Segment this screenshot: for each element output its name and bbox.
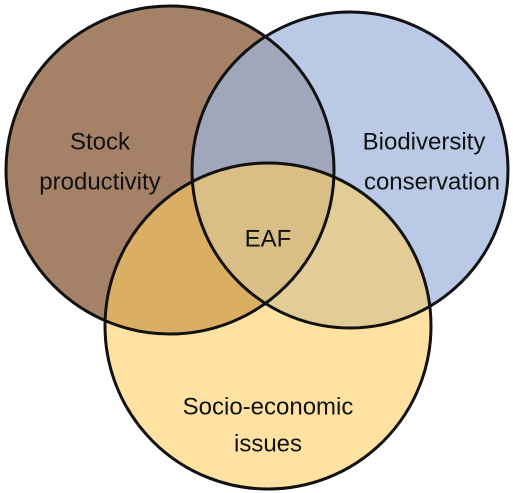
set-label: conservation [364, 168, 500, 195]
set-label: issues [234, 430, 302, 457]
socio-circle [105, 163, 431, 489]
set-label: Socio-economic [183, 393, 354, 420]
set-label: Stock [70, 128, 131, 155]
outlines [4, 4, 510, 491]
center-label: EAF [245, 225, 292, 252]
set-label: productivity [39, 168, 160, 195]
stock-outline [4, 4, 336, 336]
socio-outline [103, 161, 433, 491]
biodiversity-outline [190, 10, 510, 330]
set-label: Biodiversity [363, 128, 486, 155]
